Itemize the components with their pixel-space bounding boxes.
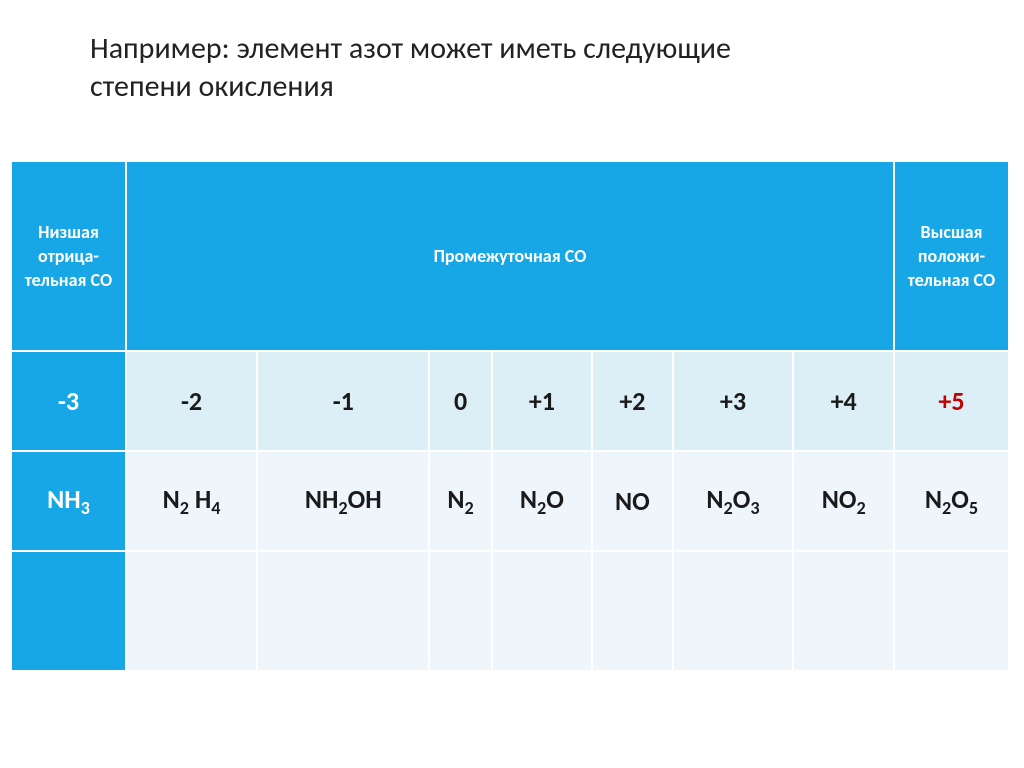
table-header-row: Низшая отрица- тельная СО Промежуточная … — [11, 161, 1009, 351]
empty-cell — [11, 551, 126, 671]
formula-cell: NO2 — [793, 451, 894, 551]
header-lowest: Низшая отрица- тельная СО — [11, 161, 126, 351]
formula-cell: N2 H4 — [126, 451, 257, 551]
header-lowest-l2: отрица- — [38, 245, 99, 267]
oxidation-table: Низшая отрица- тельная СО Промежуточная … — [10, 160, 1010, 672]
formula-cell: NO — [592, 451, 672, 551]
empty-cell — [793, 551, 894, 671]
header-highest-l2: положи- — [918, 245, 985, 267]
empty-cell — [257, 551, 429, 671]
ox-cell: -2 — [126, 351, 257, 451]
ox-cell: -3 — [11, 351, 126, 451]
title-line-2: степени окисления — [90, 68, 334, 105]
empty-cell — [492, 551, 593, 671]
empty-cell — [592, 551, 672, 671]
oxidation-states-row: -3 -2 -1 0 +1 +2 +3 +4 +5 — [11, 351, 1009, 451]
formula-cell: N2 — [429, 451, 491, 551]
empty-cell — [894, 551, 1009, 671]
formula-cell: NH2OH — [257, 451, 429, 551]
empty-cell — [126, 551, 257, 671]
ox-cell: +1 — [492, 351, 593, 451]
header-highest-l1: Высшая — [920, 221, 982, 243]
formula-cell: N2O3 — [673, 451, 794, 551]
ox-cell: +2 — [592, 351, 672, 451]
ox-cell: +4 — [793, 351, 894, 451]
ox-cell: -1 — [257, 351, 429, 451]
title-line-1: Например: элемент азот может иметь следу… — [90, 30, 731, 67]
formula-cell: N2O5 — [894, 451, 1009, 551]
ox-cell-highest: +5 — [894, 351, 1009, 451]
header-highest: Высшая положи- тельная СО — [894, 161, 1009, 351]
empty-cell — [673, 551, 794, 671]
formula-cell: NH3 — [11, 451, 126, 551]
header-intermediate: Промежуточная СО — [126, 161, 894, 351]
slide-title: Например: элемент азот может иметь следу… — [0, 0, 880, 105]
header-lowest-l3: тельная СО — [25, 269, 112, 291]
header-highest-l3: тельная СО — [908, 269, 995, 291]
header-lowest-l1: Низшая — [38, 221, 99, 243]
ox-cell: +3 — [673, 351, 794, 451]
empty-cell — [429, 551, 491, 671]
formulas-row: NH3 N2 H4 NH2OH N2 N2O NO N2O3 NO2 N2O5 — [11, 451, 1009, 551]
empty-row — [11, 551, 1009, 671]
ox-cell: 0 — [429, 351, 491, 451]
formula-cell: N2O — [492, 451, 593, 551]
